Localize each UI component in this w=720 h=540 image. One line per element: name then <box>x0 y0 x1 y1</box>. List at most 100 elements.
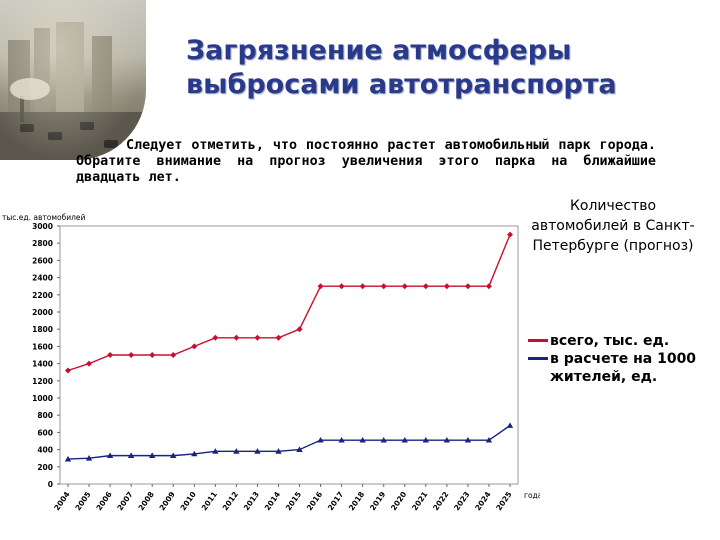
y-tick-label: 800 <box>37 411 53 420</box>
y-tick-label: 400 <box>37 446 53 455</box>
x-tick-label: 2016 <box>305 490 324 512</box>
data-point-per-capita <box>148 452 156 459</box>
y-tick-label: 1800 <box>32 325 53 334</box>
data-point-per-capita <box>380 436 387 443</box>
x-tick-label: 2019 <box>368 490 387 512</box>
data-point-total <box>233 334 240 341</box>
data-point-per-capita <box>191 450 198 457</box>
data-point-per-capita <box>233 448 240 454</box>
x-tick-label: 2011 <box>200 490 219 512</box>
y-tick-label: 600 <box>37 428 53 437</box>
series-line-per-capita <box>67 424 511 460</box>
x-tick-label: 2018 <box>347 490 366 512</box>
data-point-total <box>296 326 303 333</box>
data-point-total <box>507 231 513 238</box>
data-point-total <box>86 360 93 367</box>
data-point-total <box>107 352 114 358</box>
data-point-per-capita <box>485 436 493 443</box>
chart-legend: всего, тыс. ед. в расчете на 1000 жителе… <box>528 332 710 386</box>
x-tick-label: 2024 <box>473 490 492 512</box>
x-tick-label: 2022 <box>431 490 450 512</box>
x-tick-label: 2017 <box>326 490 345 512</box>
data-point-per-capita <box>359 436 366 443</box>
data-point-per-capita <box>506 422 514 428</box>
x-tick-label: 2012 <box>221 490 240 512</box>
data-point-total <box>359 283 366 290</box>
data-point-per-capita <box>64 455 72 462</box>
x-tick-label: 2014 <box>263 490 282 512</box>
plot-area <box>59 225 519 485</box>
data-point-per-capita <box>212 448 219 454</box>
y-tick-label: 1400 <box>32 360 53 369</box>
data-point-per-capita <box>422 436 430 443</box>
y-tick-label: 2000 <box>32 308 53 317</box>
line-chart: тыс.ед. автомобилей 0 200 400 600 800 1000 1200… <box>2 213 540 512</box>
data-point-total <box>65 367 71 374</box>
series-line-total <box>67 234 511 372</box>
data-point-total <box>275 334 282 341</box>
y-tick-label: 3000 <box>32 222 53 231</box>
city-smog-photo <box>0 0 146 160</box>
y-tick-label: 2400 <box>32 274 53 283</box>
data-point-per-capita <box>85 455 93 461</box>
data-point-per-capita <box>275 448 282 454</box>
x-tick-label: 2007 <box>115 490 134 512</box>
x-tick-label: 2015 <box>284 490 303 512</box>
data-point-total <box>485 283 492 290</box>
x-tick-label: 2006 <box>94 490 113 512</box>
legend-swatch-total <box>528 339 548 342</box>
data-point-total <box>212 334 219 341</box>
y-tick-label: 2800 <box>32 239 53 248</box>
y-tick-label: 1000 <box>32 394 53 403</box>
data-point-per-capita <box>401 436 408 443</box>
x-tick-label: 2009 <box>158 490 177 512</box>
data-point-per-capita <box>443 436 451 443</box>
legend-label-per-capita: в расчете на 1000 жителей, ед. <box>550 351 697 385</box>
y-tick-label: 1200 <box>32 377 53 386</box>
x-tick-label: 2013 <box>242 490 261 512</box>
x-tick-label: 2021 <box>410 490 429 512</box>
page-title-line-2: выбросами автотранспорта <box>186 69 617 100</box>
y-axis-label: тыс.ед. автомобилей <box>2 213 85 222</box>
data-point-per-capita <box>338 436 345 443</box>
legend-swatch-per-capita <box>528 357 548 360</box>
x-tick-label: 2010 <box>179 490 198 512</box>
data-point-total <box>464 283 471 290</box>
data-point-per-capita <box>317 436 324 443</box>
x-tick-label: 2004 <box>52 490 71 512</box>
x-axis-label: года <box>524 491 540 500</box>
data-point-total <box>422 283 429 290</box>
data-point-per-capita <box>464 436 472 443</box>
data-point-total <box>191 343 198 350</box>
data-point-per-capita <box>106 452 114 459</box>
page-title: Загрязнение атмосферы выбросами автотран… <box>186 34 617 102</box>
data-point-total <box>254 334 261 341</box>
y-tick-label: 0 <box>48 480 53 489</box>
x-tick-label: 2005 <box>73 490 92 512</box>
y-tick-label: 1600 <box>32 342 53 351</box>
legend-item-per-capita: в расчете на 1000 жителей, ед. <box>528 350 710 386</box>
data-point-total <box>149 352 156 358</box>
x-tick-label: 2020 <box>389 490 408 512</box>
data-point-total <box>401 283 408 290</box>
data-point-per-capita <box>296 446 303 452</box>
x-tick-label: 2008 <box>136 490 155 512</box>
data-point-total <box>338 283 345 290</box>
data-point-total <box>317 283 324 290</box>
legend-label-total: всего, тыс. ед. <box>550 333 670 349</box>
data-point-total <box>128 352 135 358</box>
y-tick-label: 200 <box>37 463 53 472</box>
x-tick-label: 2025 <box>494 490 513 512</box>
y-tick-label: 2600 <box>32 256 53 265</box>
chart-caption: Количество автомобилей в Санкт-Петербург… <box>531 198 695 254</box>
intro-paragraph: Следует отметить, что постоянно растет а… <box>76 138 656 185</box>
data-point-total <box>443 283 450 290</box>
x-tick-label: 2023 <box>452 490 471 512</box>
legend-item-total: всего, тыс. ед. <box>528 332 710 350</box>
data-point-total <box>380 283 387 290</box>
data-point-total <box>170 352 177 358</box>
data-point-per-capita <box>127 452 135 459</box>
y-tick-label: 2200 <box>32 291 53 300</box>
page-title-line-1: Загрязнение атмосферы <box>186 35 572 66</box>
data-point-per-capita <box>170 452 177 459</box>
